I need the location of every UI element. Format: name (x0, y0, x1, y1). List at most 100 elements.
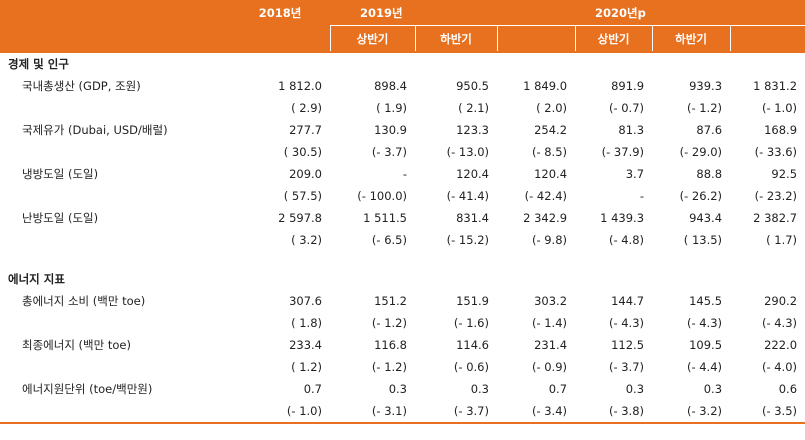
change-cell: (- 3.2) (652, 400, 731, 424)
change-cell: (- 100.0) (357, 189, 407, 203)
value-cell: 831.4 (456, 211, 489, 225)
value-cell: 92.5 (771, 167, 798, 181)
value-cell: 222.0 (764, 338, 798, 352)
change-cell: (- 3.7) (415, 400, 497, 424)
value-cell: 2 382.7 (753, 211, 798, 225)
value-cell: 145.5 (689, 294, 723, 308)
value-cell: 168.9 (764, 123, 798, 137)
header-cell: 상반기 (574, 25, 653, 53)
change-cell: ( 2.9) (291, 101, 322, 115)
change-cell: - (639, 189, 645, 203)
change-cell: ( 57.5) (283, 189, 322, 203)
row-label: 국내총생산 (GDP, 조원) (22, 79, 141, 93)
header-cell: 2020년p (575, 0, 805, 26)
row-label: 총에너지 소비 (백만 toe) (22, 294, 146, 308)
change-cell: ( 13.5) (683, 233, 723, 247)
header-cell: 상반기 (329, 25, 416, 53)
change-cell: (- 4.3) (608, 316, 645, 330)
change-cell: ( 2.0) (536, 101, 568, 115)
value-cell: 891.9 (611, 79, 645, 93)
change-cell: (- 29.0) (679, 145, 723, 159)
header-cell: 하반기 (414, 25, 498, 53)
empty-cell (0, 185, 230, 207)
data-row: 냉방도일 (도일) 209.0 - 120.4 120.4 3.7 88.8 92.5 (0, 163, 805, 185)
value-cell: 123.3 (456, 123, 489, 137)
value-cell: 277.7 (289, 123, 322, 137)
change-cell: ( 3.2) (291, 233, 322, 247)
empty-cell (0, 97, 230, 119)
change-cell: (- 3.4) (497, 400, 576, 424)
change-cell: (- 1.0) (761, 101, 798, 115)
value-cell: 0.6 (778, 382, 798, 396)
change-row: (- 1.0) (- 3.1) (- 3.7) (- 3.4) (- 3.8) (- 3.… (0, 400, 805, 424)
value-cell: 290.2 (764, 294, 798, 308)
change-cell: (- 15.2) (446, 233, 489, 247)
header-cell: 하반기 (651, 25, 731, 53)
change-cell: (- 0.9) (531, 360, 568, 374)
value-cell: 120.4 (456, 167, 489, 181)
change-cell: ( 30.5) (283, 145, 322, 159)
header-row: 상반기 하반기 상반기 하반기 (0, 25, 805, 53)
data-row: 난방도일 (도일) 2 597.8 1 511.5 831.4 2 342.9 1 439… (0, 207, 805, 229)
change-cell: (- 4.4) (686, 360, 723, 374)
change-cell: (- 4.8) (608, 233, 645, 247)
data-row: 국제유가 (Dubai, USD/배럴) 277.7 130.9 123.3 254.2… (0, 119, 805, 141)
change-cell: (- 0.6) (453, 360, 489, 374)
change-row: ( 30.5) (- 3.7) (- 13.0) (- 8.5) (- 37.9) (- … (0, 141, 805, 163)
change-cell: (- 1.4) (531, 316, 568, 330)
value-cell: 307.6 (289, 294, 322, 308)
change-cell: (- 1.2) (371, 316, 407, 330)
value-cell: 0.3 (388, 382, 407, 396)
value-cell: 1 831.2 (753, 79, 798, 93)
value-cell: 254.2 (534, 123, 568, 137)
change-cell: (- 1.6) (453, 316, 489, 330)
change-cell: (- 3.5) (730, 400, 805, 424)
section-title: 에너지 지표 (8, 272, 65, 286)
data-row: 최종에너지 (백만 toe) 233.4 116.8 114.6 231.4 112.5 1… (0, 334, 805, 356)
change-cell: (- 4.3) (686, 316, 723, 330)
value-cell: 209.0 (289, 167, 322, 181)
row-label: 에너지원단위 (toe/백만원) (22, 382, 153, 396)
value-cell: 116.8 (374, 338, 407, 352)
value-cell: 231.4 (534, 338, 568, 352)
value-cell: 114.6 (456, 338, 489, 352)
change-cell: (- 3.7) (608, 360, 645, 374)
change-cell: (- 41.4) (446, 189, 489, 203)
value-cell: 950.5 (456, 79, 489, 93)
value-cell: 109.5 (689, 338, 723, 352)
value-cell: 1 439.3 (600, 211, 645, 225)
change-cell: (- 23.2) (754, 189, 798, 203)
value-cell: 303.2 (534, 294, 568, 308)
change-row: ( 1.8) (- 1.2) (- 1.6) (- 1.4) (- 4.3) (- 4.3… (0, 312, 805, 334)
change-cell: (- 3.7) (371, 145, 407, 159)
change-cell: (- 33.6) (754, 145, 798, 159)
change-cell: (- 9.8) (531, 233, 568, 247)
change-cell: (- 13.0) (446, 145, 489, 159)
change-cell: (- 6.5) (371, 233, 407, 247)
value-cell: 87.6 (696, 123, 723, 137)
value-cell: 88.8 (696, 167, 723, 181)
value-cell: 2 342.9 (523, 211, 568, 225)
header-cell: 2018년 (230, 0, 330, 26)
row-label: 국제유가 (Dubai, USD/배럴) (22, 123, 168, 137)
section-row: 에너지 지표 (0, 268, 805, 290)
change-cell: ( 1.8) (291, 316, 322, 330)
row-label: 최종에너지 (백만 toe) (22, 338, 131, 352)
value-cell: 939.3 (689, 79, 723, 93)
change-row: ( 2.9) ( 1.9) ( 2.1) ( 2.0) (- 0.7) (- 1.2) (-… (0, 97, 805, 119)
header-row: 2018년 2019년 2020년p (0, 0, 805, 26)
value-cell: 3.7 (625, 167, 645, 181)
change-cell: ( 1.7) (766, 233, 798, 247)
value-cell: 1 812.0 (278, 79, 322, 93)
empty-cell (0, 356, 230, 378)
change-row: ( 1.2) (- 1.2) (- 0.6) (- 0.9) (- 3.7) (- 4.4… (0, 356, 805, 378)
data-row: 총에너지 소비 (백만 toe) 307.6 151.2 151.9 303.2 144.… (0, 290, 805, 312)
value-cell: 0.7 (303, 382, 322, 396)
value-cell: 1 849.0 (523, 79, 568, 93)
change-cell: (- 1.2) (371, 360, 407, 374)
table-body: 2018년 2019년 2020년p 상반기 하반기 상반기 하반기 경제 및 … (0, 0, 805, 424)
value-cell: 0.3 (470, 382, 489, 396)
change-cell: ( 2.1) (458, 101, 489, 115)
row-label: 난방도일 (도일) (22, 211, 99, 225)
